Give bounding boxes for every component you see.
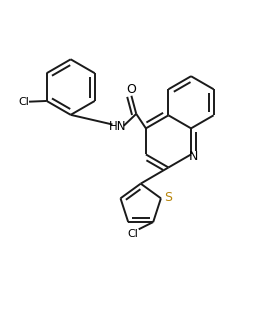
Text: HN: HN <box>109 120 126 133</box>
Text: S: S <box>164 191 172 204</box>
Text: O: O <box>126 83 136 96</box>
Text: Cl: Cl <box>127 229 138 239</box>
Text: N: N <box>189 150 198 163</box>
Text: Cl: Cl <box>18 97 29 107</box>
